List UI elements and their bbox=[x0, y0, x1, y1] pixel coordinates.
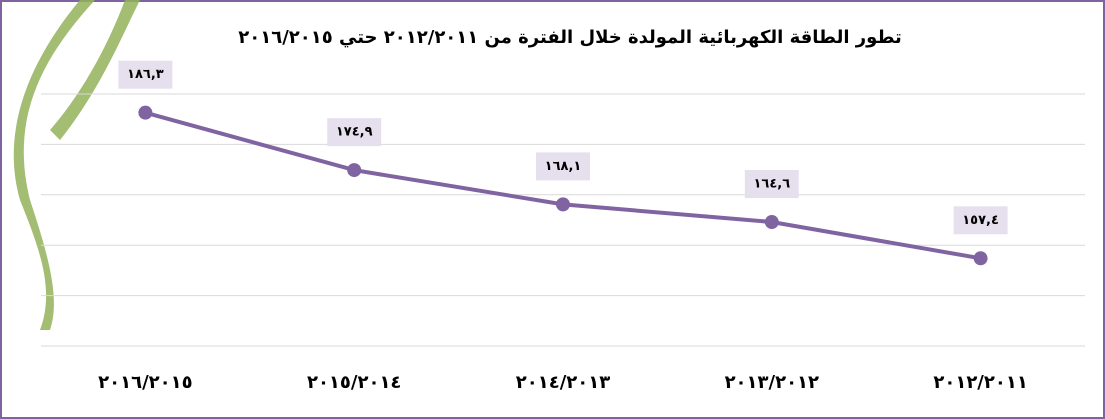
x-tick-label: ٢٠١٥/٢٠١٤ bbox=[307, 372, 401, 393]
x-tick-label: ٢٠١٤/٢٠١٣ bbox=[516, 372, 610, 393]
x-tick-label: ٢٠١٢/٢٠١١ bbox=[933, 372, 1027, 393]
chart: تطور الطاقة الكهربائية المولدة خلال الفت… bbox=[0, 0, 1105, 419]
data-label: ١٦٤,٦ bbox=[753, 177, 790, 192]
point bbox=[138, 106, 152, 120]
data-label: ١٧٤,٩ bbox=[336, 125, 373, 140]
chart-title: تطور الطاقة الكهربائية المولدة خلال الفت… bbox=[238, 27, 901, 48]
point bbox=[974, 251, 988, 265]
point bbox=[556, 197, 570, 211]
data-label: ١٦٨,١ bbox=[545, 159, 582, 174]
x-tick-label: ٢٠١٣/٢٠١٢ bbox=[725, 372, 819, 393]
data-label: ١٨٦,٣ bbox=[127, 67, 164, 82]
x-tick-label: ٢٠١٦/٢٠١٥ bbox=[98, 372, 192, 393]
point bbox=[347, 163, 361, 177]
data-label: ١٥٧,٤ bbox=[962, 213, 999, 228]
point bbox=[765, 215, 779, 229]
